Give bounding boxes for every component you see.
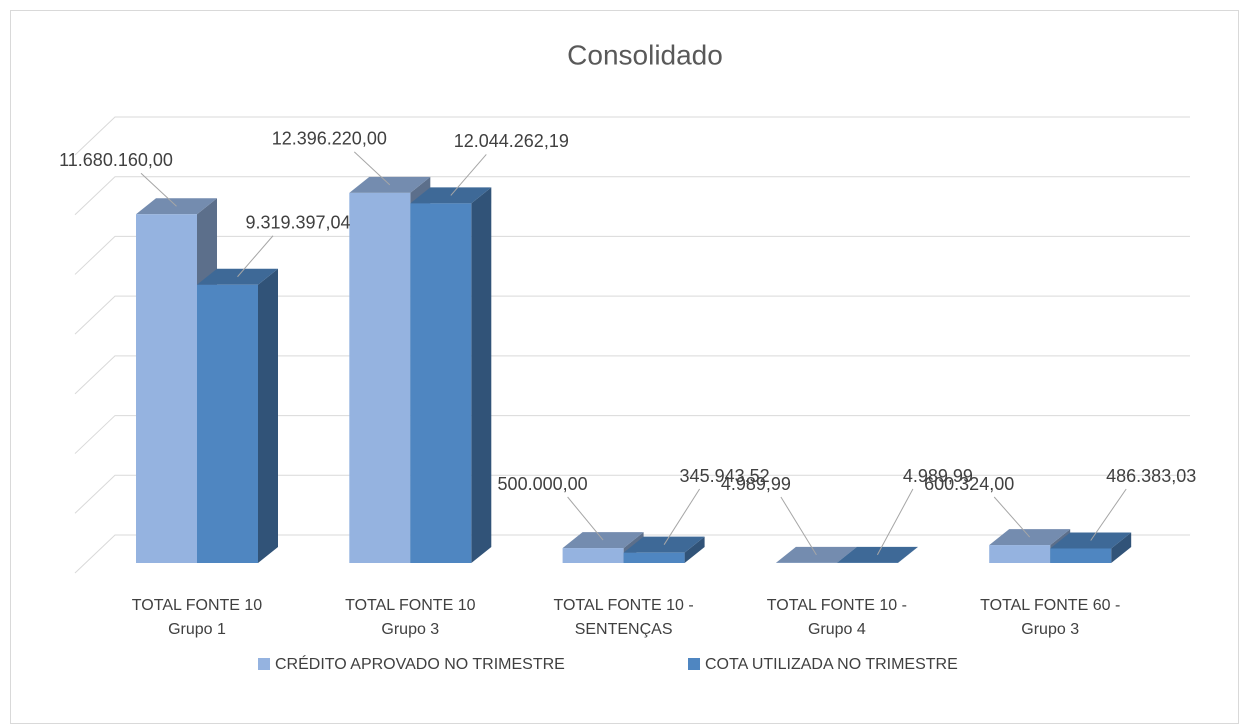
x-tick-label: TOTAL FONTE 10 Grupo 1 [131, 597, 263, 638]
leader-line [780, 496, 817, 556]
data-label: 11.680.160,00 [59, 150, 173, 170]
grid-line [74, 116, 1190, 156]
bar-side [471, 187, 492, 563]
data-label: 600.324,00 [924, 474, 1014, 494]
bar-side [1111, 532, 1132, 563]
grid-line [74, 355, 1190, 395]
data-label: 12.396.220,00 [272, 129, 387, 149]
grid-line [74, 235, 1190, 275]
grid-line [74, 176, 1190, 216]
leader-line [450, 154, 487, 196]
leader-line [140, 172, 177, 207]
bar-side [897, 546, 918, 563]
legend-swatch [258, 658, 270, 670]
x-tick-label: TOTAL FONTE 10 - Grupo 4 [766, 597, 907, 638]
leader-line [663, 488, 701, 545]
leader-line [567, 496, 604, 541]
grid-line [74, 415, 1190, 454]
bar [136, 214, 197, 563]
legend-label: COTA UTILIZADA NO TRIMESTRE [705, 656, 958, 673]
bar [349, 192, 411, 564]
x-tick-label: TOTAL FONTE 10 - SENTENÇAS [553, 597, 694, 638]
bar [1050, 548, 1112, 563]
grid-line [74, 474, 1190, 514]
grid-line [74, 295, 1190, 335]
bar [623, 552, 685, 563]
data-label: 9.319.397,04 [245, 212, 350, 232]
x-tick-label: TOTAL FONTE 10 Grupo 3 [345, 597, 476, 638]
grid-line [74, 534, 1190, 574]
leader-line [1090, 488, 1127, 541]
leader-line [353, 151, 391, 186]
data-label: 4.989,99 [721, 474, 791, 494]
bar [562, 548, 624, 563]
leader-line [876, 488, 914, 556]
data-label: 345.943,52 [680, 466, 770, 486]
data-label: 500.000,00 [498, 474, 588, 494]
data-label: 4.989,99 [903, 466, 973, 486]
leader-line [237, 235, 274, 278]
data-label: 12.044.262,19 [454, 131, 569, 151]
x-tick-label: TOTAL FONTE 60 - Grupo 3 [980, 597, 1121, 638]
bar-side [684, 536, 705, 563]
bar [410, 203, 472, 563]
bar-side [258, 268, 278, 563]
bar [989, 545, 1051, 563]
bar [197, 284, 258, 563]
leader-line [993, 496, 1031, 538]
data-label: 486.383,03 [1106, 466, 1196, 486]
chart-title: Consolidado [567, 39, 723, 70]
legend-swatch [688, 658, 700, 670]
legend-label: CRÉDITO APROVADO NO TRIMESTRE [275, 654, 565, 673]
